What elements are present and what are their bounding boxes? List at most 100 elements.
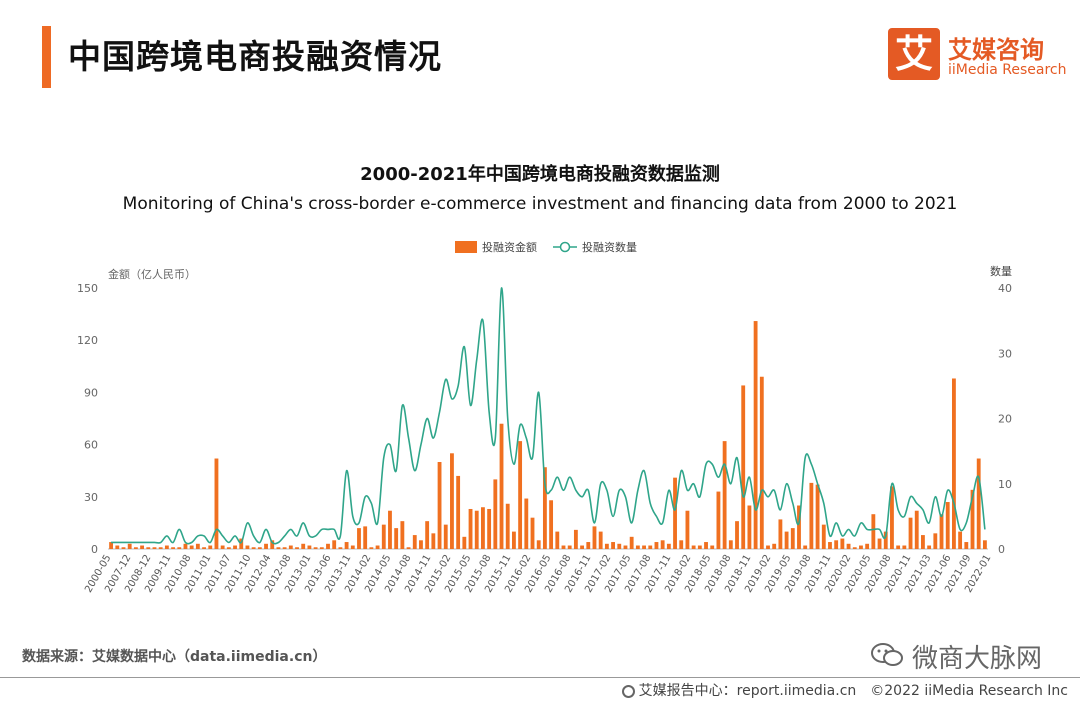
bar xyxy=(264,543,268,549)
bar xyxy=(865,543,870,549)
chart-title: 2000-2021年中国跨境电商投融资数据监测 xyxy=(360,164,720,185)
bar xyxy=(871,514,876,549)
bar xyxy=(419,540,423,549)
bar xyxy=(778,519,783,549)
bar xyxy=(834,540,839,549)
footer-report-center: 艾媒报告中心：report.iimedia.cn ©2022 iiMedia R… xyxy=(621,680,1068,700)
bar xyxy=(846,543,851,549)
bar xyxy=(654,542,659,549)
bar xyxy=(772,543,777,549)
bar xyxy=(790,528,795,549)
y-right-tick-label: 40 xyxy=(998,282,1012,295)
bar xyxy=(406,547,411,549)
bar xyxy=(580,545,585,549)
bar xyxy=(319,547,324,549)
bar xyxy=(728,540,733,549)
wechat-account-name: 微商大脉网 xyxy=(912,644,1043,674)
bar xyxy=(908,517,913,549)
bar xyxy=(710,545,715,549)
bar xyxy=(883,531,888,549)
y-right-tick-label: 20 xyxy=(998,413,1012,426)
bar xyxy=(121,547,126,549)
investment-chart: 0 30 60 90 120 150 0 10 20 30 40 金额（亿人民币） 数量 投融资金额 投融资… xyxy=(77,240,1012,595)
bar xyxy=(530,517,535,549)
bar xyxy=(518,441,523,549)
bar xyxy=(214,458,219,549)
bar xyxy=(586,542,591,549)
bar xyxy=(493,479,498,549)
bar xyxy=(976,458,981,549)
page-title: 中国跨境电商投融资情况 xyxy=(68,37,442,76)
logo-mark: 艾 xyxy=(888,28,940,80)
bar xyxy=(542,467,547,549)
bar xyxy=(282,547,287,549)
y-left-tick-label: 0 xyxy=(91,543,98,556)
bar xyxy=(499,423,504,549)
bar xyxy=(208,545,213,549)
bar xyxy=(759,376,764,549)
bar xyxy=(642,545,646,549)
bar xyxy=(127,543,132,549)
bar xyxy=(685,510,690,549)
bar xyxy=(450,453,454,549)
footer-text: 艾媒报告中心：report.iimedia.cn ©2022 iiMedia R… xyxy=(638,683,1068,699)
y-left-axis-label: 金额（亿人民币） xyxy=(108,267,196,281)
bar xyxy=(357,528,361,549)
bar xyxy=(951,378,956,549)
y-left-tick-label: 60 xyxy=(84,439,98,452)
bar xyxy=(666,543,671,549)
logo-english-name: iiMedia Research xyxy=(948,62,1067,78)
bar xyxy=(821,524,826,549)
bar xyxy=(660,540,665,549)
bar xyxy=(970,489,975,549)
bar xyxy=(462,536,467,549)
bar xyxy=(295,547,299,549)
bar xyxy=(313,547,318,549)
bar xyxy=(741,385,746,549)
bar xyxy=(648,545,653,549)
bar xyxy=(251,547,256,549)
bar xyxy=(635,545,640,549)
bar xyxy=(753,321,758,549)
bar xyxy=(226,547,231,549)
bar xyxy=(481,507,485,549)
bar xyxy=(914,510,919,549)
bar xyxy=(828,542,832,549)
bar xyxy=(809,482,814,549)
y-right-tick-label: 10 xyxy=(998,478,1012,491)
bar xyxy=(697,545,702,549)
bar xyxy=(598,531,603,549)
bar xyxy=(270,540,275,549)
bar xyxy=(561,545,566,549)
bar xyxy=(890,486,894,549)
bar xyxy=(276,547,281,549)
legend-label-amount: 投融资金额 xyxy=(482,240,537,254)
bar xyxy=(456,475,461,549)
bar xyxy=(338,547,343,549)
iimedia-logo: 艾 艾媒咨询 iiMedia Research xyxy=(888,28,1068,84)
y-left-tick-label: 150 xyxy=(77,282,98,295)
bar xyxy=(115,545,120,549)
bar xyxy=(549,500,554,549)
bar xyxy=(468,508,473,549)
bar xyxy=(921,535,925,549)
bar xyxy=(307,545,312,549)
bar xyxy=(896,545,901,549)
bar xyxy=(722,441,727,549)
bar xyxy=(629,536,634,549)
y-left-tick-label: 120 xyxy=(77,334,98,347)
bar xyxy=(388,510,392,549)
bar xyxy=(400,521,405,549)
title-accent-bar xyxy=(42,26,51,88)
bar xyxy=(301,543,306,549)
bar xyxy=(927,545,932,549)
bar xyxy=(939,514,944,549)
bar xyxy=(344,542,349,549)
bar xyxy=(431,533,436,549)
footer-divider xyxy=(0,677,1080,678)
bar xyxy=(257,547,262,549)
bar xyxy=(945,502,950,549)
bar xyxy=(611,542,615,549)
bar xyxy=(859,545,863,549)
bar xyxy=(381,524,386,549)
